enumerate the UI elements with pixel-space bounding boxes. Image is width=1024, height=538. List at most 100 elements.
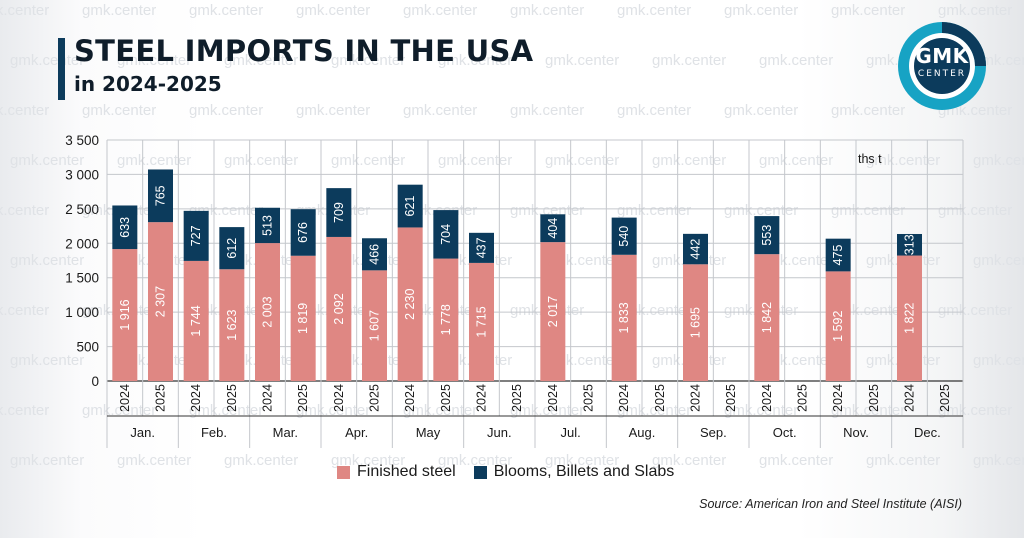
bar-finished-steel — [897, 255, 922, 381]
data-label-semis: 313 — [903, 234, 917, 255]
y-tick-label: 1 500 — [65, 271, 99, 286]
data-label-finished: 1 623 — [225, 309, 239, 340]
data-label-finished: 2 230 — [403, 289, 417, 320]
logo-subtext: CENTER — [917, 69, 967, 79]
x-month-label: Nov. — [843, 425, 869, 440]
x-month-label: May — [416, 425, 441, 440]
data-label-semis: 404 — [546, 218, 560, 239]
bar-finished-steel — [540, 242, 566, 381]
data-label-semis: 475 — [831, 245, 845, 266]
y-tick-label: 2 500 — [65, 202, 99, 217]
data-label-semis: 704 — [439, 224, 453, 245]
x-year-label: 2025 — [938, 384, 952, 412]
data-label-semis: 621 — [403, 196, 417, 217]
data-label-finished: 1 592 — [831, 311, 845, 342]
data-label-finished: 1 833 — [617, 302, 631, 333]
y-tick-label: 1 000 — [65, 305, 99, 320]
data-label-finished: 2 003 — [261, 296, 275, 327]
x-year-label: 2025 — [368, 384, 382, 412]
bar-blooms-billets-slabs — [112, 205, 138, 250]
x-year-label: 2025 — [582, 384, 596, 412]
bar-finished-steel — [754, 254, 780, 381]
bar-finished-steel — [683, 264, 708, 381]
x-year-label: 2024 — [403, 384, 417, 412]
x-year-label: 2024 — [261, 384, 275, 412]
legend-item-semis: Blooms, Billets and Slabs — [473, 463, 675, 481]
y-tick-label: 0 — [91, 374, 99, 389]
bar-blooms-billets-slabs — [683, 233, 708, 265]
x-year-label: 2024 — [189, 384, 203, 412]
bar-finished-steel — [611, 254, 637, 381]
bar-blooms-billets-slabs — [362, 238, 387, 271]
bar-blooms-billets-slabs — [219, 227, 245, 270]
bar-finished-steel — [397, 227, 423, 381]
x-year-label: 2025 — [867, 384, 881, 412]
gmk-center-logo-icon — [898, 22, 986, 110]
bar-blooms-billets-slabs — [326, 188, 352, 237]
x-month-label: Feb. — [201, 425, 227, 440]
x-year-label: 2024 — [689, 384, 703, 412]
x-year-label: 2024 — [903, 384, 917, 412]
bar-blooms-billets-slabs — [397, 184, 423, 228]
data-label-semis: 633 — [118, 217, 132, 238]
logo-wordmark: GMK — [915, 44, 969, 68]
bar-finished-steel — [433, 258, 459, 381]
data-label-semis: 727 — [189, 225, 203, 246]
bar-blooms-billets-slabs — [825, 238, 851, 272]
data-label-semis: 709 — [332, 202, 346, 223]
x-month-label: Jun. — [487, 425, 512, 440]
bar-blooms-billets-slabs — [290, 209, 316, 256]
x-month-label: Jul. — [561, 425, 581, 440]
bar-blooms-billets-slabs — [148, 169, 173, 223]
data-label-semis: 612 — [225, 238, 239, 259]
page-title: STEEL IMPORTS IN THE USA — [74, 34, 534, 68]
data-label-finished: 1 744 — [189, 305, 203, 336]
data-label-semis: 466 — [368, 244, 382, 265]
bar-finished-steel — [469, 262, 494, 381]
data-label-finished: 1 778 — [439, 304, 453, 335]
x-year-label: 2024 — [546, 384, 560, 412]
bar-blooms-billets-slabs — [897, 233, 922, 256]
x-year-label: 2025 — [154, 384, 168, 412]
x-year-label: 2025 — [225, 384, 239, 412]
bar-blooms-billets-slabs — [255, 207, 280, 244]
x-month-label: Dec. — [914, 425, 941, 440]
data-label-semis: 765 — [154, 185, 168, 206]
x-year-label: 2025 — [653, 384, 667, 412]
x-year-label: 2024 — [831, 384, 845, 412]
bar-blooms-billets-slabs — [469, 232, 494, 263]
data-label-finished: 2 017 — [546, 296, 560, 327]
data-label-finished: 1 715 — [475, 306, 489, 337]
data-label-semis: 513 — [261, 215, 275, 236]
data-label-finished: 1 819 — [296, 303, 310, 334]
x-year-label: 2025 — [724, 384, 738, 412]
x-year-label: 2024 — [332, 384, 346, 412]
data-label-finished: 1 822 — [903, 303, 917, 334]
x-month-label: Oct. — [773, 425, 797, 440]
bar-blooms-billets-slabs — [433, 210, 459, 259]
x-month-label: Aug. — [629, 425, 656, 440]
y-tick-label: 3 000 — [65, 167, 99, 182]
legend-item-finished-steel: Finished steel — [337, 463, 456, 481]
x-month-label: Mar. — [273, 425, 298, 440]
bar-blooms-billets-slabs — [540, 214, 566, 243]
bar-finished-steel — [112, 249, 138, 381]
legend-label-semis: Blooms, Billets and Slabs — [493, 463, 675, 480]
x-year-label: 2025 — [510, 384, 524, 412]
x-year-label: 2024 — [118, 384, 132, 412]
x-year-label: 2024 — [760, 384, 774, 412]
legend-swatch-semis — [473, 465, 487, 479]
bar-finished-steel — [183, 260, 209, 381]
data-label-finished: 2 092 — [332, 293, 346, 324]
data-label-semis: 676 — [296, 222, 310, 243]
x-month-label: Sep. — [700, 425, 727, 440]
bar-finished-steel — [362, 270, 387, 381]
x-year-label: 2024 — [475, 384, 489, 412]
bar-blooms-billets-slabs — [183, 210, 209, 261]
legend-label-finished: Finished steel — [357, 463, 456, 480]
data-label-finished: 1 695 — [689, 307, 703, 338]
data-label-finished: 1 916 — [118, 299, 132, 330]
bar-finished-steel — [825, 271, 851, 381]
